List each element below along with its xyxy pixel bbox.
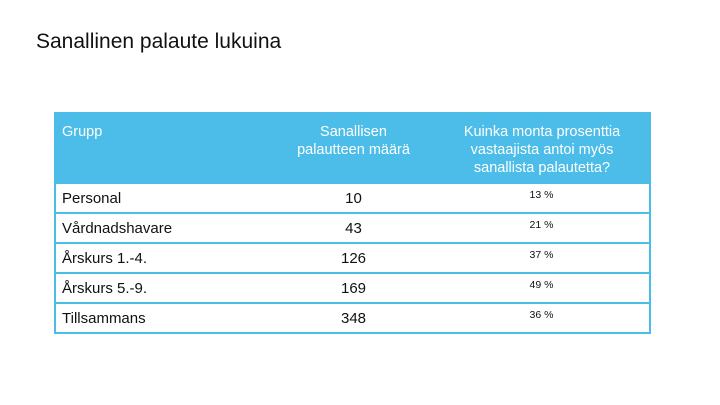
cell-count: 43 <box>273 213 434 244</box>
cell-percent: 36 % <box>434 303 651 334</box>
cell-percent: 21 % <box>434 213 651 244</box>
cell-percent: 37 % <box>434 243 651 274</box>
cell-group: Årskurs 1.-4. <box>54 243 273 274</box>
table-row: Årskurs 1.-4. 126 37 % <box>54 243 651 274</box>
cell-group: Vårdnadshavare <box>54 213 273 244</box>
table-header-row: Grupp Sanallisen palautteen määrä Kuinka… <box>54 112 651 184</box>
cell-percent: 13 % <box>434 183 651 214</box>
feedback-table: Grupp Sanallisen palautteen määrä Kuinka… <box>54 112 651 334</box>
header-percent: Kuinka monta prosenttia vastaajista anto… <box>433 112 651 184</box>
cell-count: 348 <box>273 303 434 334</box>
cell-count: 10 <box>273 183 434 214</box>
table-row: Årskurs 5.-9. 169 49 % <box>54 273 651 304</box>
cell-group: Personal <box>54 183 273 214</box>
table-row: Vårdnadshavare 43 21 % <box>54 213 651 244</box>
cell-percent: 49 % <box>434 273 651 304</box>
cell-count: 169 <box>273 273 434 304</box>
table-row: Personal 10 13 % <box>54 183 651 214</box>
header-count: Sanallisen palautteen määrä <box>272 112 435 184</box>
header-group: Grupp <box>54 112 274 184</box>
cell-count: 126 <box>273 243 434 274</box>
slide-title: Sanallinen palaute lukuina <box>36 30 282 53</box>
cell-group: Tillsammans <box>54 303 273 334</box>
table-row: Tillsammans 348 36 % <box>54 303 651 334</box>
cell-group: Årskurs 5.-9. <box>54 273 273 304</box>
